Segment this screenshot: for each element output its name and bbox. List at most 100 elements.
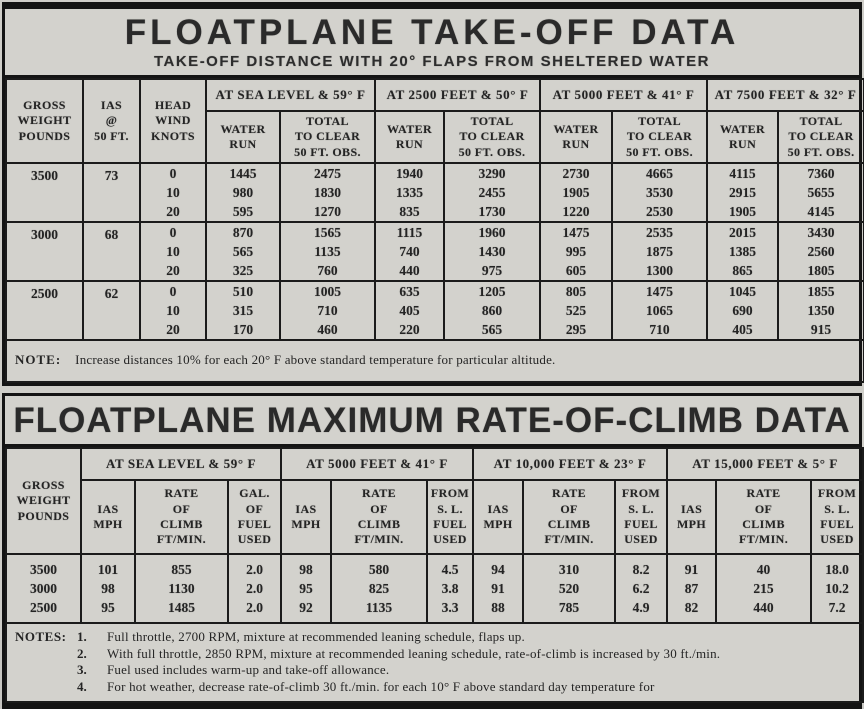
- data-cell: 405: [706, 320, 780, 341]
- water-run-header: WATER RUN: [374, 109, 446, 165]
- data-cell: 1805: [777, 261, 864, 282]
- altitude-group-header: AT 2500 FEET & 50° F: [374, 78, 542, 112]
- data-cell: 2.0: [226, 554, 283, 580]
- climb-section: FLOATPLANE MAXIMUM RATE-OF-CLIMB DATA GR…: [2, 393, 864, 709]
- note-number: 4.: [77, 678, 87, 694]
- ias-cell: 68: [82, 221, 141, 282]
- takeoff-table: GROSS WEIGHT POUNDS IAS @ 50 FT. HEAD WI…: [4, 77, 864, 384]
- altitude-group-header: AT SEA LEVEL & 59° F: [204, 78, 377, 112]
- climb-title-box: FLOATPLANE MAXIMUM RATE-OF-CLIMB DATA: [5, 396, 859, 448]
- note-text: For hot weather, decrease rate-of-climb …: [107, 678, 655, 694]
- data-cell: 98: [80, 579, 136, 599]
- water-run-header: WATER RUN: [706, 109, 780, 165]
- altitude-group-header: AT 5000 FEET & 41° F: [280, 447, 475, 482]
- data-cell: 2730: [539, 162, 614, 184]
- data-cell: 3430: [777, 221, 864, 243]
- data-cell: 1430: [443, 242, 542, 262]
- ias-header: IAS @ 50 FT.: [82, 77, 141, 165]
- data-cell: 580: [330, 554, 429, 580]
- note-text: With full throttle, 2850 RPM, mixture at…: [107, 645, 721, 661]
- fuel-used-header: FROM S. L. FUEL USED: [614, 479, 669, 556]
- note-item: 3. Fuel used includes warm-up and take-o…: [73, 662, 858, 679]
- data-cell: 5655: [777, 183, 864, 203]
- note-number: 2.: [77, 645, 87, 661]
- data-cell: 295: [539, 320, 614, 341]
- data-cell: 101: [80, 554, 136, 580]
- headwind-header: HEAD WIND KNOTS: [139, 77, 207, 165]
- data-cell: 1905: [706, 202, 780, 223]
- wind-cell: 20: [139, 261, 207, 282]
- data-cell: 40: [715, 554, 813, 580]
- data-cell: 785: [522, 598, 617, 624]
- data-cell: 1940: [374, 162, 446, 184]
- altitude-group-header: AT 15,000 FEET & 5° F: [666, 447, 864, 482]
- altitude-group-header: AT 10,000 FEET & 23° F: [472, 447, 669, 482]
- data-cell: 310: [522, 554, 617, 580]
- data-cell: 1385: [706, 242, 780, 262]
- ias-mph-header: IAS MPH: [666, 479, 718, 556]
- wind-cell: 20: [139, 202, 207, 223]
- notes-row: NOTES: 1. Full throttle, 2700 RPM, mixtu…: [4, 622, 864, 704]
- ias-cell: 73: [82, 162, 141, 223]
- takeoff-section: FLOATPLANE TAKE-OFF DATA TAKE-OFF DISTAN…: [2, 2, 864, 387]
- data-cell: 3.3: [426, 598, 475, 624]
- data-cell: 2015: [706, 221, 780, 243]
- data-cell: 10.2: [810, 579, 864, 599]
- data-cell: 8.2: [614, 554, 669, 580]
- data-cell: 2560: [777, 242, 864, 262]
- ias-mph-header: IAS MPH: [472, 479, 525, 556]
- rate-of-climb-header: RATE OF CLIMB FT/MIN.: [134, 479, 229, 556]
- note-number: 3.: [77, 662, 87, 678]
- data-cell: 4665: [611, 162, 709, 184]
- data-cell: 1005: [278, 280, 377, 302]
- data-cell: 7.2: [810, 598, 864, 624]
- data-cell: 1300: [611, 261, 709, 282]
- table-row: 2500 95 1485 2.0 92 1135 3.3 88 785 4.9 …: [5, 598, 864, 624]
- data-cell: 91: [472, 579, 525, 599]
- takeoff-subtitle: TAKE-OFF DISTANCE WITH 20° FLAPS FROM SH…: [153, 53, 711, 70]
- data-cell: 405: [374, 301, 446, 321]
- climb-title: FLOATPLANE MAXIMUM RATE-OF-CLIMB DATA: [13, 401, 851, 441]
- data-cell: 1485: [134, 598, 229, 624]
- data-cell: 88: [472, 598, 525, 624]
- altitude-group-header: AT 5000 FEET & 41° F: [539, 78, 709, 112]
- fuel-used-header: GAL. OF FUEL USED: [226, 479, 283, 556]
- data-cell: 1905: [539, 183, 614, 203]
- altitude-group-header: AT 7500 FEET & 32° F: [706, 78, 864, 112]
- data-cell: 3290: [443, 162, 542, 184]
- data-cell: 525: [539, 301, 614, 321]
- table-row: 3000 98 1130 2.0 95 825 3.8 91 520 6.2 8…: [5, 579, 864, 599]
- ias-mph-header: IAS MPH: [80, 479, 136, 556]
- weight-cell: 3500: [5, 554, 82, 580]
- notes-label: NOTES:: [15, 629, 67, 645]
- note-item: 2. With full throttle, 2850 RPM, mixture…: [73, 646, 858, 663]
- data-cell: 3530: [611, 183, 709, 203]
- data-cell: 915: [777, 320, 864, 341]
- data-cell: 2475: [278, 162, 377, 184]
- weight-cell: 2500: [5, 280, 84, 341]
- data-cell: 2.0: [226, 598, 283, 624]
- climb-table: GROSS WEIGHT POUNDS AT SEA LEVEL & 59° F…: [4, 447, 864, 704]
- data-cell: 1335: [374, 183, 446, 203]
- data-cell: 4145: [777, 202, 864, 223]
- data-cell: 980: [205, 183, 281, 203]
- data-cell: 835: [374, 202, 446, 223]
- fuel-used-header: FROM S. L. FUEL USED: [426, 479, 475, 556]
- data-cell: 595: [205, 202, 281, 223]
- data-cell: 91: [666, 554, 718, 580]
- altitude-group-header: AT SEA LEVEL & 59° F: [79, 447, 283, 482]
- data-cell: 975: [443, 261, 542, 282]
- weight-cell: 3000: [5, 579, 82, 599]
- fuel-used-header: FROM S. L. FUEL USED: [810, 479, 864, 556]
- data-cell: 1475: [539, 221, 614, 243]
- data-cell: 440: [715, 598, 813, 624]
- data-cell: 710: [278, 301, 377, 321]
- note-text: Full throttle, 2700 RPM, mixture at reco…: [107, 629, 525, 645]
- data-cell: 520: [522, 579, 617, 599]
- data-cell: 95: [280, 579, 333, 599]
- notes-list: 1. Full throttle, 2700 RPM, mixture at r…: [73, 629, 858, 695]
- water-run-header: WATER RUN: [205, 109, 281, 165]
- note-item: 4. For hot weather, decrease rate-of-cli…: [73, 679, 858, 696]
- data-cell: 1730: [443, 202, 542, 223]
- data-cell: 1220: [539, 202, 614, 223]
